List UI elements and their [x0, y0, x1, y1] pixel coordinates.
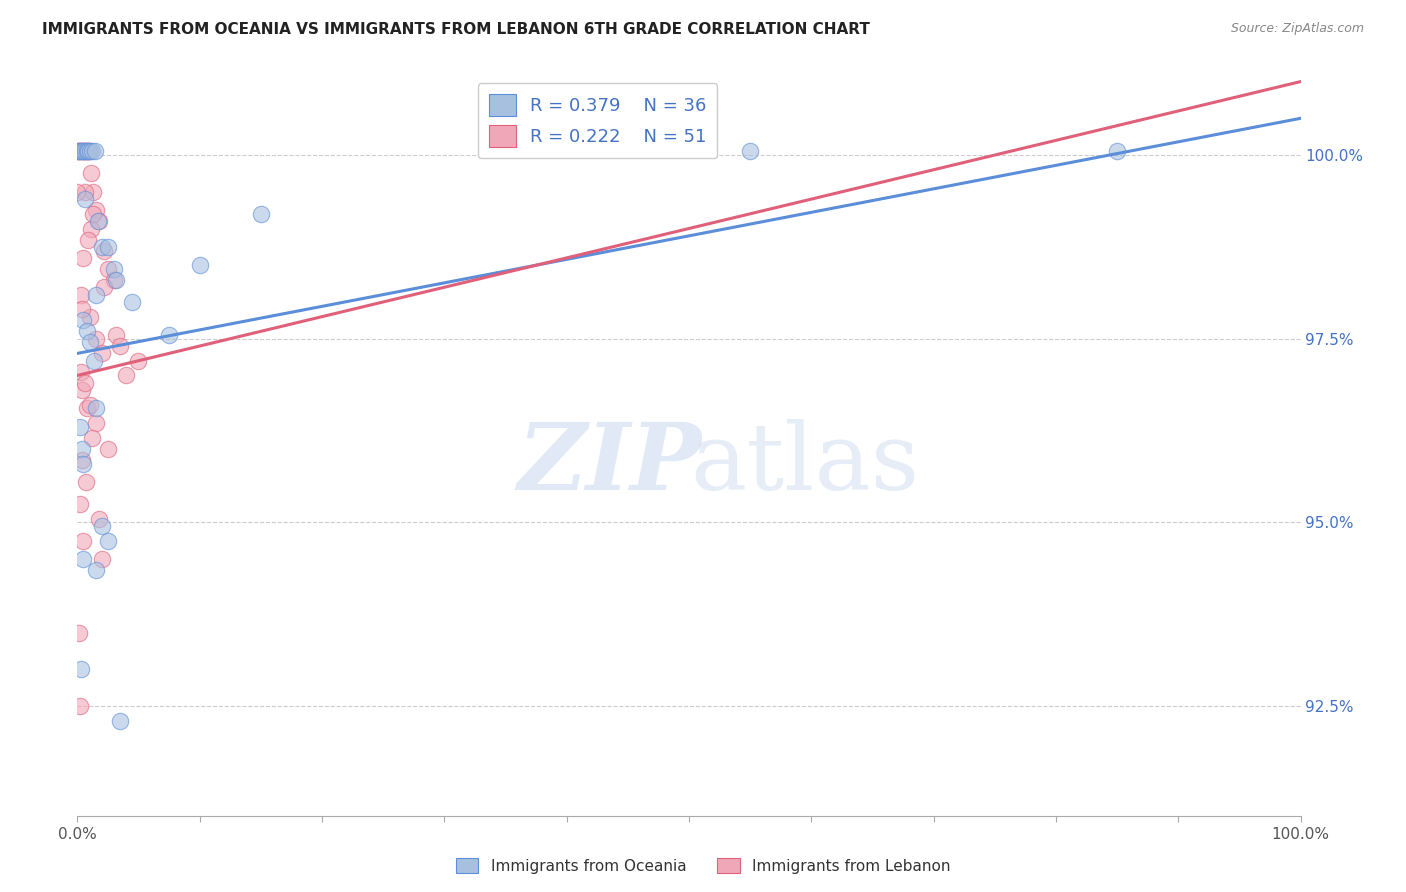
- Point: [73, 145, 96, 159]
- Point: [740, 145, 762, 159]
- Point: [67, 145, 90, 159]
- Point: [79, 310, 101, 324]
- Point: [70, 365, 93, 379]
- Point: [103, 273, 125, 287]
- Point: [1107, 145, 1129, 159]
- Point: [90, 552, 112, 566]
- Point: [84, 332, 107, 346]
- Point: [87, 214, 110, 228]
- Point: [80, 431, 103, 445]
- Point: [84, 563, 107, 577]
- Point: [73, 376, 96, 390]
- Point: [250, 207, 273, 221]
- Point: [77, 145, 100, 159]
- Point: [72, 251, 94, 265]
- Point: [69, 145, 91, 159]
- Point: [76, 324, 98, 338]
- Point: [80, 166, 103, 180]
- Point: [97, 261, 120, 276]
- Point: [66, 185, 89, 199]
- Point: [103, 261, 125, 276]
- Point: [82, 185, 104, 199]
- Point: [73, 192, 96, 206]
- Point: [70, 453, 93, 467]
- Point: [89, 214, 111, 228]
- Legend: R = 0.379    N = 36, R = 0.222    N = 51: R = 0.379 N = 36, R = 0.222 N = 51: [478, 84, 717, 158]
- Point: [69, 497, 91, 511]
- Point: [72, 145, 94, 159]
- Text: ZIP: ZIP: [517, 419, 702, 509]
- Point: [70, 145, 93, 159]
- Point: [89, 511, 111, 525]
- Legend: Immigrants from Oceania, Immigrants from Lebanon: Immigrants from Oceania, Immigrants from…: [450, 852, 956, 880]
- Point: [84, 203, 107, 218]
- Point: [97, 533, 120, 548]
- Point: [115, 368, 138, 383]
- Point: [73, 145, 96, 159]
- Point: [77, 145, 100, 159]
- Point: [105, 328, 128, 343]
- Point: [70, 145, 93, 159]
- Point: [108, 339, 131, 353]
- Point: [84, 287, 107, 301]
- Point: [188, 258, 211, 272]
- Point: [66, 145, 89, 159]
- Point: [77, 233, 100, 247]
- Point: [121, 295, 143, 310]
- Point: [84, 416, 107, 430]
- Point: [80, 221, 103, 235]
- Point: [127, 353, 149, 368]
- Point: [83, 353, 105, 368]
- Point: [90, 240, 112, 254]
- Point: [67, 145, 90, 159]
- Point: [73, 185, 96, 199]
- Point: [66, 145, 89, 159]
- Point: [70, 287, 93, 301]
- Point: [67, 625, 90, 640]
- Point: [70, 383, 93, 397]
- Point: [80, 145, 103, 159]
- Point: [75, 145, 97, 159]
- Point: [79, 335, 101, 350]
- Point: [93, 280, 115, 294]
- Point: [84, 145, 107, 159]
- Text: IMMIGRANTS FROM OCEANIA VS IMMIGRANTS FROM LEBANON 6TH GRADE CORRELATION CHART: IMMIGRANTS FROM OCEANIA VS IMMIGRANTS FR…: [42, 22, 870, 37]
- Point: [157, 328, 180, 343]
- Point: [79, 398, 101, 412]
- Point: [90, 519, 112, 533]
- Point: [79, 145, 101, 159]
- Point: [93, 244, 115, 258]
- Point: [105, 273, 128, 287]
- Point: [84, 401, 107, 416]
- Point: [72, 313, 94, 327]
- Point: [69, 420, 91, 434]
- Text: Source: ZipAtlas.com: Source: ZipAtlas.com: [1230, 22, 1364, 36]
- Point: [69, 698, 91, 713]
- Point: [82, 207, 104, 221]
- Point: [76, 145, 98, 159]
- Point: [97, 240, 120, 254]
- Point: [70, 662, 93, 676]
- Point: [108, 714, 131, 728]
- Point: [75, 475, 97, 489]
- Point: [72, 457, 94, 471]
- Point: [97, 442, 120, 456]
- Point: [76, 145, 98, 159]
- Text: atlas: atlas: [690, 419, 920, 509]
- Point: [72, 145, 94, 159]
- Point: [76, 145, 98, 159]
- Point: [90, 346, 112, 360]
- Point: [70, 302, 93, 317]
- Point: [76, 401, 98, 416]
- Point: [72, 552, 94, 566]
- Point: [70, 442, 93, 456]
- Point: [72, 533, 94, 548]
